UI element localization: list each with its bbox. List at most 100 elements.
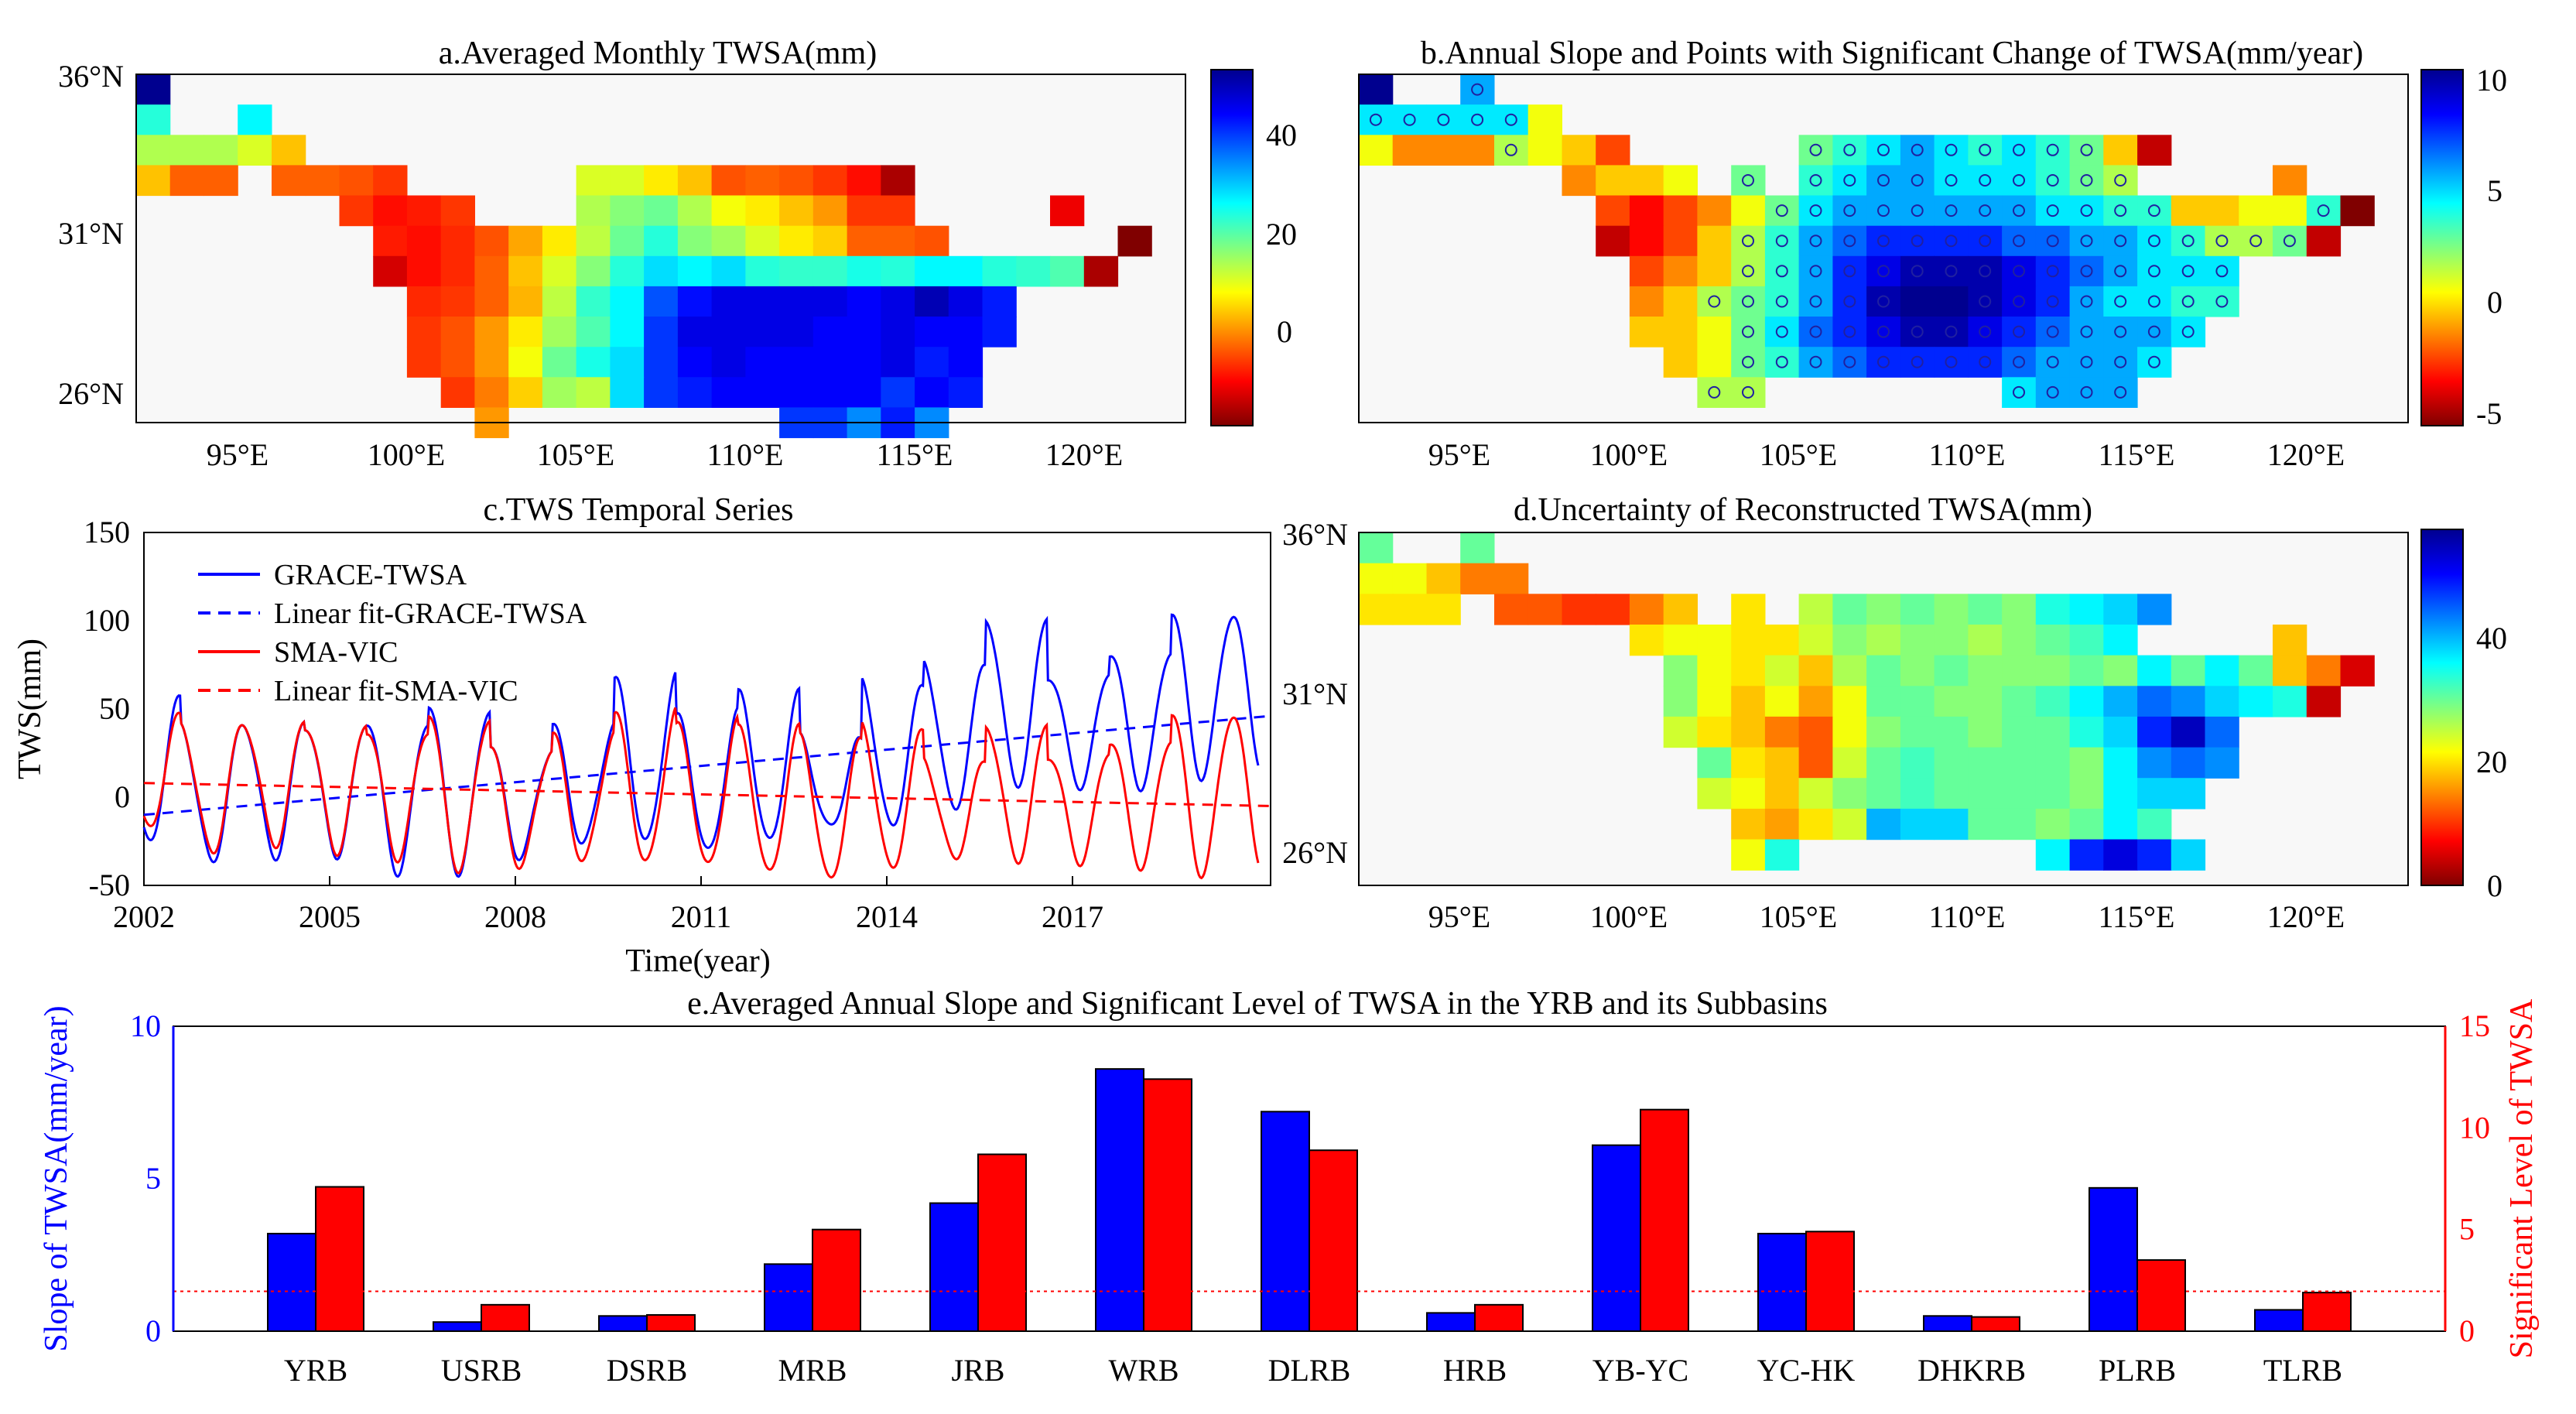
map-cell [1697, 655, 1732, 686]
x-tick-label: 2002 [113, 899, 175, 934]
panel-c-plot-area [143, 532, 1271, 886]
map-cell [1426, 104, 1461, 135]
map-cell [1562, 594, 1596, 625]
significance-marker [2147, 265, 2160, 278]
significance-marker [2283, 235, 2296, 248]
map-cell [373, 195, 408, 227]
bar-slope [2254, 1309, 2304, 1333]
map-cell [1629, 317, 1664, 348]
map-cell [1663, 686, 1698, 717]
map-cell [1968, 347, 2003, 378]
significance-marker [1877, 235, 1890, 248]
map-cell [1359, 594, 1394, 625]
map-cell [1050, 255, 1085, 287]
map-cell [711, 286, 746, 317]
map-cell [1798, 778, 1833, 810]
panel-c: c.TWS Temporal Series 2002 2005 2008 2011 20… [12, 492, 1271, 979]
significance-marker [1775, 355, 1788, 368]
significance-marker [1742, 265, 1754, 278]
significance-marker [1979, 235, 1992, 248]
map-cell [1968, 808, 2003, 841]
significance-marker [2181, 265, 2195, 278]
map-cell [508, 286, 543, 317]
map-cell [576, 286, 611, 317]
bar-significance [1640, 1108, 1689, 1333]
map-cell [881, 377, 915, 408]
map-cell [1968, 686, 2003, 717]
map-cell [745, 347, 780, 378]
map-cell [2103, 716, 2138, 748]
panel-a-cells [136, 74, 1152, 439]
map-cell [610, 377, 645, 408]
map-cell [982, 286, 1017, 317]
map-cell [204, 135, 238, 166]
category-label: HRB [1443, 1353, 1507, 1388]
map-cell [440, 255, 475, 287]
map-cell [1764, 655, 1800, 686]
map-cell [2035, 808, 2071, 841]
bar-significance [1805, 1231, 1855, 1332]
map-cell [677, 255, 713, 287]
map-cell [1968, 286, 2003, 317]
map-cell [1596, 165, 1630, 197]
map-cell [204, 165, 238, 197]
map-cell [1968, 225, 2003, 257]
panel-d-lat-ticks: 36°N 31°N 26°N [1282, 517, 1348, 870]
map-cell [1798, 255, 1833, 287]
lon-tick-label: 100°E [368, 437, 445, 472]
significance-marker [1843, 355, 1856, 368]
map-cell [1866, 135, 1901, 166]
map-cell [1629, 165, 1664, 197]
significance-marker [1979, 355, 1992, 368]
map-cell [2205, 286, 2239, 317]
map-cell [2103, 778, 2138, 810]
significance-marker [1979, 325, 1992, 338]
significance-marker [2046, 325, 2059, 338]
map-cell [881, 165, 915, 197]
significance-marker [2114, 235, 2127, 248]
map-cell [1050, 195, 1085, 227]
map-cell [1731, 686, 1766, 717]
map-cell [1968, 135, 2003, 166]
panel-d-title: d.Uncertainty of Reconstructed TWSA(mm) [1514, 492, 2092, 528]
map-cell [1764, 778, 1800, 810]
significance-marker [1809, 143, 1822, 156]
map-cell [272, 165, 306, 197]
y-right-tick-label: 0 [2459, 1313, 2475, 1348]
y-right-tick-label: 15 [2459, 1008, 2490, 1043]
map-cell [1900, 594, 1935, 625]
significance-marker [2114, 355, 2127, 368]
map-cell [2035, 255, 2071, 287]
map-cell [982, 255, 1017, 287]
map-cell [1731, 716, 1766, 748]
map-cell [610, 255, 645, 287]
map-cell [711, 377, 746, 408]
map-cell [1764, 317, 1800, 348]
map-cell [2002, 778, 2037, 810]
map-cell [1764, 625, 1800, 656]
map-cell [474, 317, 509, 348]
map-cell [677, 225, 713, 257]
map-cell [711, 317, 746, 348]
map-cell [2069, 839, 2104, 871]
map-cell [610, 195, 645, 227]
map-cell [1731, 195, 1766, 227]
map-cell [2035, 347, 2071, 378]
panel-b-colorbar [2420, 69, 2464, 426]
significance-marker [2080, 355, 2093, 368]
significance-marker [1471, 83, 1484, 96]
map-cell [1527, 594, 1562, 625]
map-cell [1731, 594, 1766, 625]
map-cell [745, 165, 780, 197]
y-right-tick-label: 10 [2459, 1110, 2490, 1145]
map-cell [1866, 255, 1901, 287]
map-cell [2002, 317, 2037, 348]
map-cell [1866, 225, 1901, 257]
map-cell [1663, 347, 1698, 378]
bar-slope [267, 1232, 316, 1333]
map-cell [1731, 625, 1766, 656]
map-cell [576, 377, 611, 408]
map-cell [1663, 195, 1698, 227]
map-cell [1900, 778, 1935, 810]
bar-significance [2136, 1259, 2186, 1332]
